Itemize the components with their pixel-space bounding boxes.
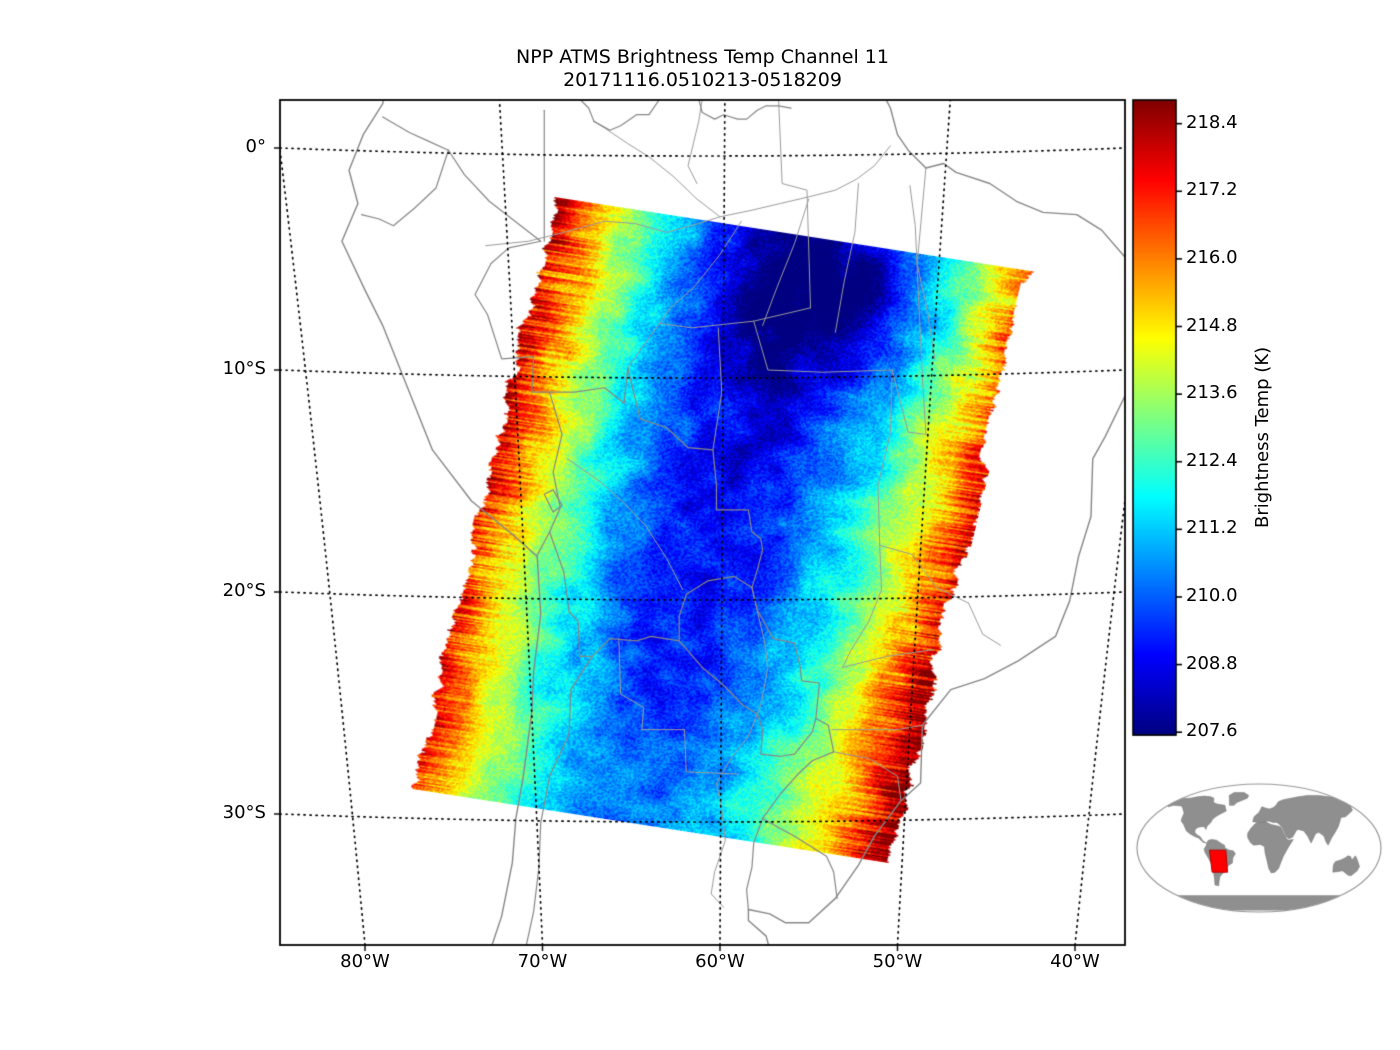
x-axis-tick-label: 80°W bbox=[340, 951, 390, 972]
colorbar-tick-label: 207.6 bbox=[1186, 720, 1238, 742]
y-axis-tick-label: 30°S bbox=[222, 802, 266, 823]
colorbar-tick-label: 210.0 bbox=[1186, 584, 1238, 606]
plot-title-line2: 20171116.0510213-0518209 bbox=[563, 69, 842, 92]
x-axis-tick-label: 70°W bbox=[517, 951, 568, 972]
colorbar-tick-label: 211.2 bbox=[1186, 517, 1238, 539]
colorbar-tick-label: 212.4 bbox=[1186, 449, 1238, 471]
colorbar-tick-label: 214.8 bbox=[1186, 314, 1238, 336]
colorbar-tick-label: 218.4 bbox=[1186, 111, 1238, 133]
plot-title: NPP ATMS Brightness Temp Channel 11 2017… bbox=[280, 46, 1125, 92]
colorbar-tick-label: 213.6 bbox=[1186, 382, 1238, 404]
colorbar-axis-label: Brightness Temp (K) bbox=[1252, 346, 1273, 528]
colorbar-tick-label: 216.0 bbox=[1186, 246, 1238, 268]
plot-title-line1: NPP ATMS Brightness Temp Channel 11 bbox=[516, 46, 889, 68]
colorbar-tick-label: 217.2 bbox=[1186, 179, 1238, 201]
x-axis-tick-label: 50°W bbox=[872, 951, 923, 972]
y-axis-tick-label: 0° bbox=[245, 136, 266, 157]
colorbar bbox=[1130, 97, 1190, 741]
y-axis-tick-label: 20°S bbox=[222, 580, 266, 601]
x-axis-tick-label: 40°W bbox=[1050, 951, 1100, 972]
globe-inset-canvas bbox=[1128, 776, 1390, 926]
x-axis-tick-label: 60°W bbox=[695, 951, 745, 972]
colorbar-tick-label: 208.8 bbox=[1186, 652, 1238, 674]
y-axis-tick-label: 10°S bbox=[222, 358, 266, 379]
